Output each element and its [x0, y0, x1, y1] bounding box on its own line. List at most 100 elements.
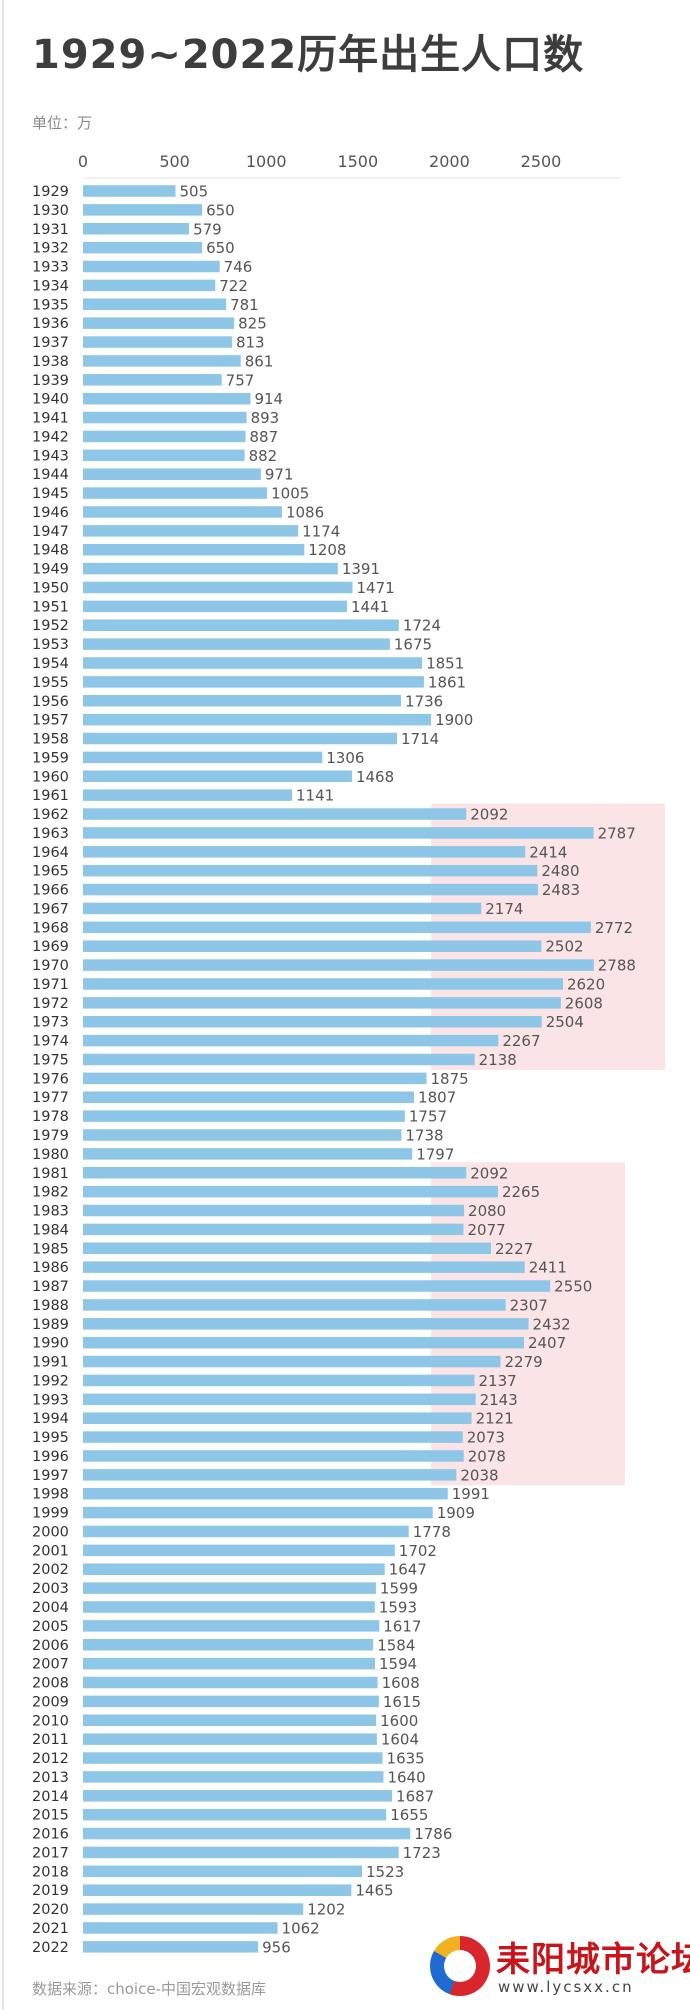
bar — [83, 883, 538, 896]
year-label: 2019 — [32, 1883, 69, 1899]
bar — [83, 581, 353, 594]
bar — [83, 1790, 393, 1802]
year-label: 1934 — [32, 278, 69, 294]
value-label: 1702 — [399, 1542, 437, 1560]
watermark-name: 耒阳城市论坛 — [496, 1940, 690, 1980]
bar — [83, 1450, 464, 1462]
bar — [83, 1336, 524, 1349]
value-label: 813 — [236, 334, 265, 352]
bar — [83, 1506, 433, 1519]
value-label: 2092 — [470, 806, 508, 824]
year-label: 2015 — [32, 1808, 69, 1824]
bar — [83, 1261, 525, 1273]
bar — [83, 1676, 378, 1689]
year-label: 1965 — [32, 864, 69, 880]
value-label: 1640 — [387, 1768, 425, 1786]
bar — [83, 1639, 374, 1651]
bar — [83, 298, 227, 311]
bar — [83, 185, 176, 197]
year-label: 2016 — [32, 1827, 69, 1843]
year-label: 2001 — [32, 1543, 69, 1559]
bar — [83, 1469, 457, 1481]
value-label: 1736 — [405, 692, 443, 710]
year-label: 1972 — [32, 996, 69, 1012]
year-label: 1993 — [32, 1392, 69, 1408]
year-label: 1948 — [32, 543, 69, 559]
year-label: 1960 — [32, 769, 69, 785]
bar — [83, 1393, 476, 1406]
bar — [83, 317, 235, 329]
value-label: 722 — [219, 277, 248, 295]
bar — [83, 1185, 498, 1198]
value-label: 1471 — [356, 579, 394, 597]
year-label: 1946 — [32, 505, 69, 521]
value-label: 1723 — [403, 1844, 441, 1862]
value-label: 2227 — [495, 1240, 533, 1258]
value-label: 2772 — [595, 919, 633, 937]
value-label: 2504 — [546, 1013, 584, 1031]
x-tick-label: 2500 — [521, 152, 562, 171]
bar — [83, 1846, 399, 1859]
value-label: 1757 — [409, 1108, 447, 1126]
year-label: 1964 — [32, 845, 69, 861]
year-label: 2022 — [32, 1940, 69, 1956]
bar — [83, 1695, 379, 1708]
bar — [83, 223, 190, 235]
page-border — [2, 0, 4, 2010]
bar — [83, 1884, 352, 1896]
bar — [83, 279, 216, 292]
year-label: 1956 — [32, 694, 69, 710]
value-label: 971 — [265, 466, 294, 484]
value-label: 2480 — [541, 862, 579, 880]
bar — [83, 1582, 376, 1594]
value-label: 887 — [249, 428, 278, 446]
value-label: 2608 — [565, 994, 603, 1012]
year-label: 2004 — [32, 1600, 69, 1616]
year-label: 1979 — [32, 1128, 69, 1144]
year-label: 1945 — [32, 486, 69, 502]
bar — [83, 1280, 551, 1292]
value-label: 2550 — [554, 1278, 592, 1296]
bar — [83, 940, 542, 952]
year-label: 1977 — [32, 1090, 69, 1106]
year-label: 1992 — [32, 1373, 69, 1389]
unit-label: 单位：万 — [32, 114, 93, 132]
year-label: 1957 — [32, 713, 69, 729]
year-label: 2013 — [32, 1770, 69, 1786]
bar — [83, 1903, 304, 1915]
bar — [83, 468, 261, 480]
bar — [83, 374, 222, 386]
year-label: 1982 — [32, 1185, 69, 1201]
year-label: 1962 — [32, 807, 69, 823]
value-label: 2121 — [476, 1410, 514, 1428]
year-label: 1929 — [32, 184, 69, 200]
value-label: 579 — [193, 220, 222, 238]
chart-title: 1929~2022历年出生人口数 — [32, 32, 585, 78]
value-label: 2073 — [467, 1429, 505, 1447]
bar — [83, 1355, 501, 1368]
bar — [83, 713, 432, 726]
value-label: 2138 — [479, 1051, 517, 1069]
value-label: 1441 — [351, 598, 389, 616]
year-label: 1975 — [32, 1052, 69, 1068]
value-label: 1174 — [302, 522, 340, 540]
year-label: 2017 — [32, 1845, 69, 1861]
year-label: 2002 — [32, 1562, 69, 1578]
year-label: 1969 — [32, 939, 69, 955]
bar — [83, 525, 299, 537]
bar — [83, 1544, 395, 1557]
bar — [83, 1431, 463, 1443]
value-label: 1306 — [326, 749, 364, 767]
bar — [83, 619, 399, 631]
bar — [83, 1091, 415, 1103]
bar — [83, 921, 591, 934]
year-label: 1949 — [32, 562, 69, 578]
bar — [83, 959, 594, 971]
year-label: 1951 — [32, 599, 69, 615]
year-label: 2009 — [32, 1694, 69, 1710]
year-label: 1963 — [32, 826, 69, 842]
value-label: 2143 — [480, 1391, 518, 1409]
year-label: 1988 — [32, 1298, 69, 1314]
bar — [83, 1053, 475, 1066]
bar — [83, 336, 232, 348]
